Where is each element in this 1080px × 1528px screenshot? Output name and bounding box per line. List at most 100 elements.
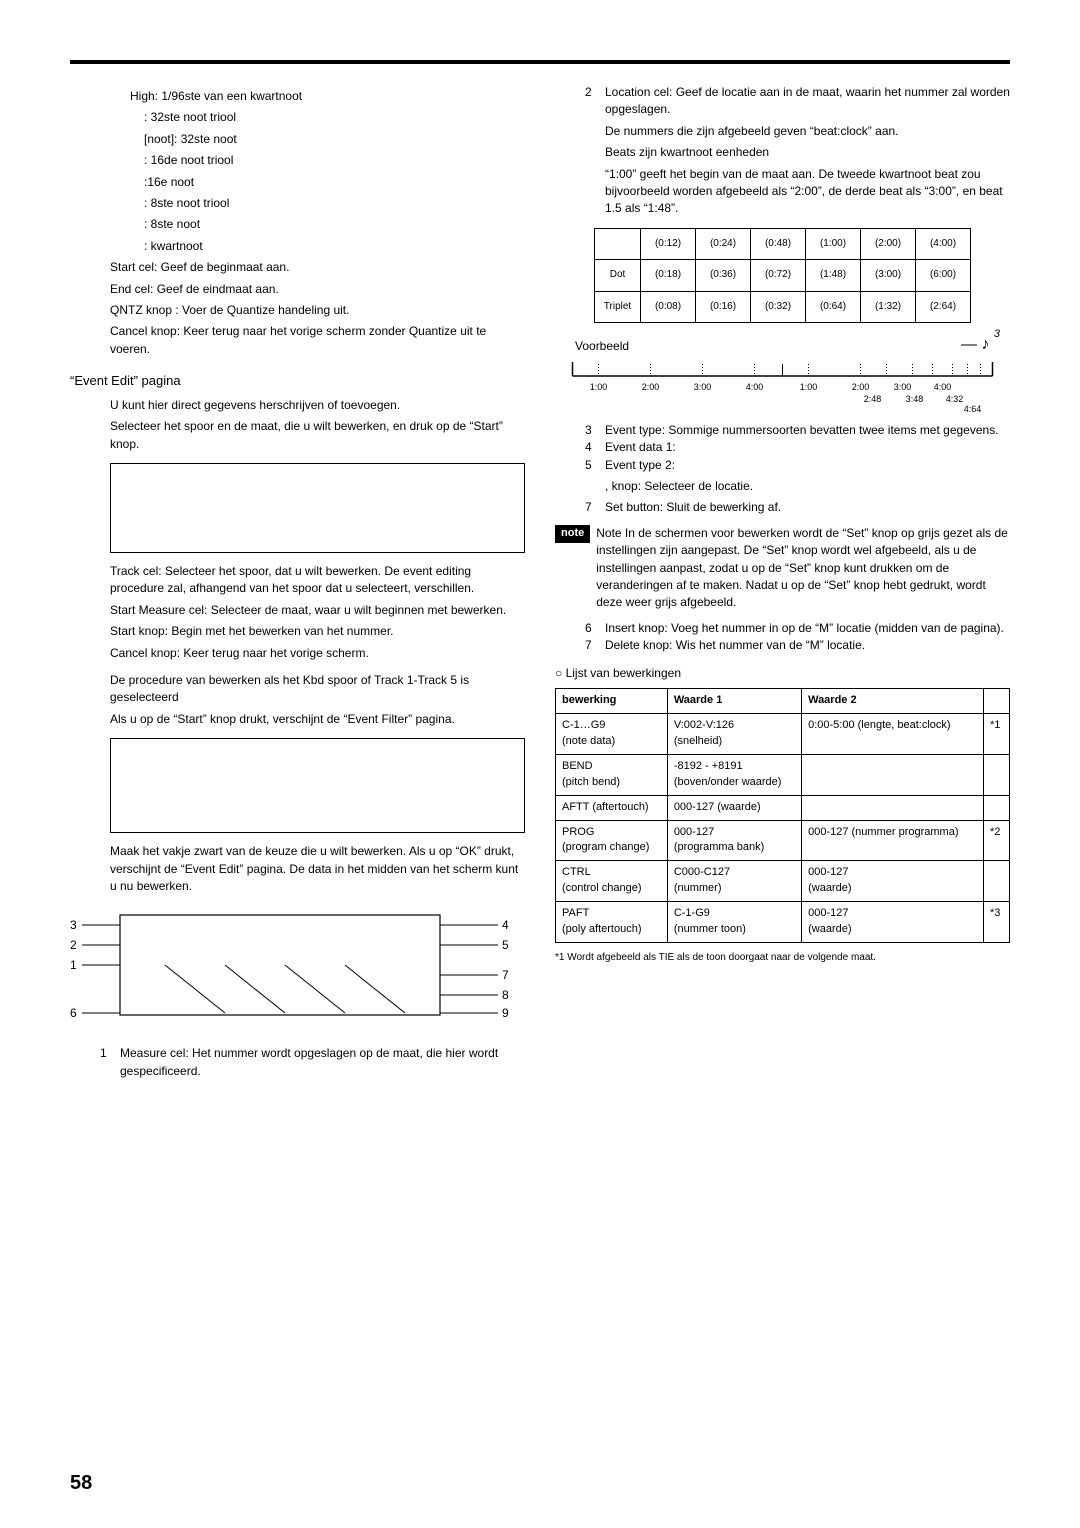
- nt-h0: [595, 228, 641, 260]
- c03: *1: [984, 713, 1010, 754]
- page-number: 58: [70, 1469, 92, 1498]
- footnote-1: *1 Wordt afgebeeld als TIE als de toon d…: [555, 951, 1010, 966]
- th-2: Waarde 2: [802, 688, 984, 713]
- qntz-knop: QNTZ knop : Voer de Quantize handeling u…: [110, 302, 525, 319]
- c01: V:002-V:126(snelheid): [667, 713, 801, 754]
- nt-h1: Dot: [595, 260, 641, 292]
- i6: Insert knop: Voeg het nummer in op de “M…: [605, 620, 1004, 637]
- event-edit-body: U kunt hier direct gegevens herschrijven…: [110, 397, 525, 453]
- dnum-l1: 3: [70, 918, 77, 932]
- dnum-r2: 5: [502, 938, 509, 952]
- item-2d: “1:00” geeft het begin van de maat aan. …: [605, 166, 1010, 218]
- c22: [802, 795, 984, 820]
- item-2-text: Location cel: Geef de locatie aan in de …: [605, 84, 1010, 119]
- two-column-layout: High: 1/96ste van een kwartnoot : 32ste …: [70, 84, 1010, 1080]
- svg-text:3:00: 3:00: [894, 382, 912, 392]
- note-value-table: (0:12) (0:24) (0:48) (1:00) (2:00) (4:00…: [594, 228, 971, 324]
- left-column: High: 1/96ste van een kwartnoot : 32ste …: [70, 84, 525, 1080]
- c21: 000-127 (waarde): [667, 795, 801, 820]
- nt-r0-1: (0:24): [696, 228, 751, 260]
- num-7b: 7: [585, 637, 599, 654]
- nt-r1-0: (0:18): [641, 260, 696, 292]
- c43: [984, 861, 1010, 902]
- c33: *2: [984, 820, 1010, 861]
- opt-0: : 32ste noot triool: [144, 109, 525, 126]
- c51: C-1-G9(nummer toon): [667, 902, 801, 943]
- c31: 000-127(programma bank): [667, 820, 801, 861]
- event-edit-details: Track cel: Selecteer het spoor, dat u wi…: [110, 563, 525, 728]
- event-edit-title: “Event Edit” pagina: [70, 372, 525, 391]
- c13: [984, 754, 1010, 795]
- i7a: Set button: Sluit de bewerking af.: [605, 499, 781, 516]
- ee-select: Selecteer het spoor en de maat, die u wi…: [110, 418, 525, 453]
- i7b: Delete knop: Wis het nummer van de “M” l…: [605, 637, 865, 654]
- make-black-text: Maak het vakje zwart van de keuze die u …: [110, 843, 525, 895]
- lcd-box-1: [110, 463, 525, 553]
- num-1: 1: [100, 1045, 114, 1080]
- c23: [984, 795, 1010, 820]
- dnum-l2: 2: [70, 938, 77, 952]
- item-2-block: 2 Location cel: Geef de locatie aan in d…: [585, 84, 1010, 218]
- svg-text:1:00: 1:00: [800, 382, 818, 392]
- nt-r1-2: (0:72): [751, 260, 806, 292]
- c02: 0:00-5:00 (lengte, beat:clock): [802, 713, 984, 754]
- dnum-r4: 8: [502, 988, 509, 1002]
- dnum-r1: 4: [502, 918, 509, 932]
- note-row: note Note In de schermen voor bewerken w…: [555, 525, 1010, 612]
- cancel-knop-2: Cancel knop: Keer terug naar het vorige …: [110, 645, 525, 662]
- nt-r0-5: (4:00): [916, 228, 971, 260]
- svg-text:4:00: 4:00: [934, 382, 952, 392]
- nt-r1-1: (0:36): [696, 260, 751, 292]
- dnum-l4: 6: [70, 1006, 77, 1020]
- lcd-box-2: [110, 738, 525, 833]
- dnum-r5: 9: [502, 1006, 509, 1020]
- list-title-text: Lijst van bewerkingen: [566, 666, 681, 680]
- dnum-l3: 1: [70, 958, 77, 972]
- svg-text:2:48: 2:48: [864, 394, 882, 404]
- note-text: Note In de schermen voor bewerken wordt …: [596, 525, 1010, 612]
- start-cel: Start cel: Geef de beginmaat aan.: [110, 259, 525, 276]
- c52: 000-127(waarde): [802, 902, 984, 943]
- track-cel: Track cel: Selecteer het spoor, dat u wi…: [110, 563, 525, 598]
- num-6: 6: [585, 620, 599, 637]
- bewerking-table: bewerking Waarde 1 Waarde 2 C-1…G9(note …: [555, 688, 1010, 943]
- nt-r2-1: (0:16): [696, 291, 751, 323]
- triplet-icon: — ♪ 3: [961, 333, 1000, 356]
- opt-6: : kwartnoot: [144, 238, 525, 255]
- start-knop: Start knop: Begin met het bewerken van h…: [110, 623, 525, 640]
- svg-text:4:00: 4:00: [746, 382, 764, 392]
- th-1: Waarde 1: [667, 688, 801, 713]
- opt-4: : 8ste noot triool: [144, 195, 525, 212]
- item-1-row: 1 Measure cel: Het nummer wordt opgeslag…: [100, 1045, 525, 1080]
- nt-r2-4: (1:32): [861, 291, 916, 323]
- dnum-r3: 7: [502, 968, 509, 982]
- num-2: 2: [585, 84, 599, 119]
- c20: AFTT (aftertouch): [556, 795, 668, 820]
- right-column: 2 Location cel: Geef de locatie aan in d…: [555, 84, 1010, 1080]
- c32: 000-127 (nummer programma): [802, 820, 984, 861]
- svg-text:4:64: 4:64: [964, 404, 982, 414]
- start-measure-cel: Start Measure cel: Selecteer de maat, wa…: [110, 602, 525, 619]
- svg-text:3:48: 3:48: [906, 394, 924, 404]
- c42: 000-127(waarde): [802, 861, 984, 902]
- svg-text:1:00: 1:00: [590, 382, 608, 392]
- num-5: 5: [585, 457, 599, 474]
- item-2c: Beats zijn kwartnoot eenheden: [605, 144, 1010, 161]
- th-3: [984, 688, 1010, 713]
- c30: PROG(program change): [556, 820, 668, 861]
- callout-diagram: 3 2 1 6 4 5 7 8 9: [70, 905, 510, 1035]
- item-2b: De nummers die zijn afgebeeld geven “bea…: [605, 123, 1010, 140]
- items-3-7: 3Event type: Sommige nummersoorten bevat…: [585, 422, 1010, 517]
- nt-r1-4: (3:00): [861, 260, 916, 292]
- high-line: High: 1/96ste van een kwartnoot: [130, 88, 525, 105]
- num-4: 4: [585, 439, 599, 456]
- nt-r0-2: (0:48): [751, 228, 806, 260]
- nt-r2-2: (0:32): [751, 291, 806, 323]
- nt-r1-5: (6:00): [916, 260, 971, 292]
- c00: C-1…G9(note data): [556, 713, 668, 754]
- voorbeeld-label: Voorbeeld: [575, 338, 629, 355]
- nt-r1-3: (1:48): [806, 260, 861, 292]
- c11: -8192 - +8191(boven/onder waarde): [667, 754, 801, 795]
- make-black: Maak het vakje zwart van de keuze die u …: [110, 843, 525, 895]
- nt-r2-0: (0:08): [641, 291, 696, 323]
